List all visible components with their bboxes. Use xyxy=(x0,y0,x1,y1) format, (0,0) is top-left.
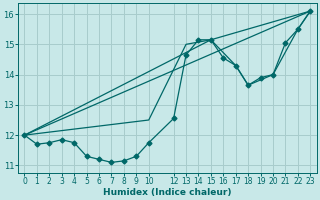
X-axis label: Humidex (Indice chaleur): Humidex (Indice chaleur) xyxy=(103,188,232,197)
